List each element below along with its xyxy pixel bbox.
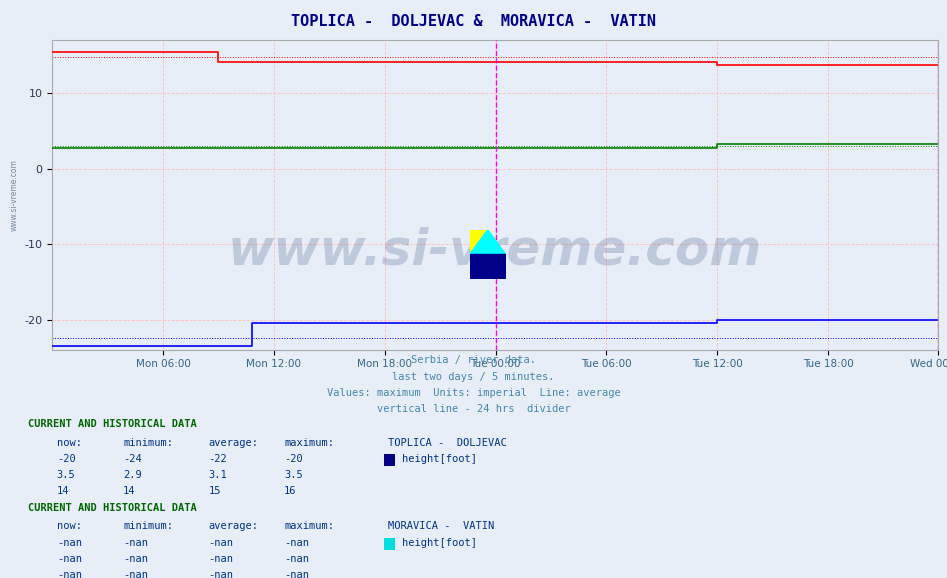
Text: -22: -22 — [208, 454, 227, 464]
Text: 14: 14 — [123, 486, 135, 496]
Text: -nan: -nan — [57, 570, 81, 578]
Text: Values: maximum  Units: imperial  Line: average: Values: maximum Units: imperial Line: av… — [327, 388, 620, 398]
Text: -nan: -nan — [123, 554, 148, 564]
Text: www.si-vreme.com: www.si-vreme.com — [227, 227, 762, 275]
Text: -nan: -nan — [57, 538, 81, 547]
Text: minimum:: minimum: — [123, 438, 173, 447]
Text: -nan: -nan — [208, 554, 233, 564]
Text: average:: average: — [208, 521, 259, 531]
Text: 3.5: 3.5 — [57, 470, 76, 480]
Text: 2.9: 2.9 — [123, 470, 142, 480]
Polygon shape — [470, 229, 488, 254]
Text: now:: now: — [57, 521, 81, 531]
Text: CURRENT AND HISTORICAL DATA: CURRENT AND HISTORICAL DATA — [28, 503, 197, 513]
Text: www.si-vreme.com: www.si-vreme.com — [9, 159, 19, 231]
Text: -nan: -nan — [284, 538, 309, 547]
Text: -nan: -nan — [284, 554, 309, 564]
Polygon shape — [470, 254, 506, 279]
Text: -nan: -nan — [208, 570, 233, 578]
Text: now:: now: — [57, 438, 81, 447]
Text: -24: -24 — [123, 454, 142, 464]
Text: minimum:: minimum: — [123, 521, 173, 531]
Text: last two days / 5 minutes.: last two days / 5 minutes. — [392, 372, 555, 381]
Text: -nan: -nan — [123, 570, 148, 578]
Text: 3.5: 3.5 — [284, 470, 303, 480]
Text: -nan: -nan — [57, 554, 81, 564]
Text: vertical line - 24 hrs  divider: vertical line - 24 hrs divider — [377, 404, 570, 414]
Text: MORAVICA -  VATIN: MORAVICA - VATIN — [388, 521, 494, 531]
Text: maximum:: maximum: — [284, 438, 334, 447]
Text: CURRENT AND HISTORICAL DATA: CURRENT AND HISTORICAL DATA — [28, 419, 197, 429]
Text: 16: 16 — [284, 486, 296, 496]
Text: 3.1: 3.1 — [208, 470, 227, 480]
Text: -nan: -nan — [208, 538, 233, 547]
Text: TOPLICA -  DOLJEVAC: TOPLICA - DOLJEVAC — [388, 438, 507, 447]
Text: Serbia / river data.: Serbia / river data. — [411, 355, 536, 365]
Polygon shape — [470, 229, 506, 254]
Text: -nan: -nan — [284, 570, 309, 578]
Text: -nan: -nan — [123, 538, 148, 547]
Text: TOPLICA -  DOLJEVAC &  MORAVICA -  VATIN: TOPLICA - DOLJEVAC & MORAVICA - VATIN — [291, 14, 656, 29]
Text: -20: -20 — [284, 454, 303, 464]
Text: -20: -20 — [57, 454, 76, 464]
Text: average:: average: — [208, 438, 259, 447]
Text: height[foot]: height[foot] — [402, 538, 477, 547]
Text: 14: 14 — [57, 486, 69, 496]
Text: 15: 15 — [208, 486, 221, 496]
Text: maximum:: maximum: — [284, 521, 334, 531]
Text: height[foot]: height[foot] — [402, 454, 477, 464]
